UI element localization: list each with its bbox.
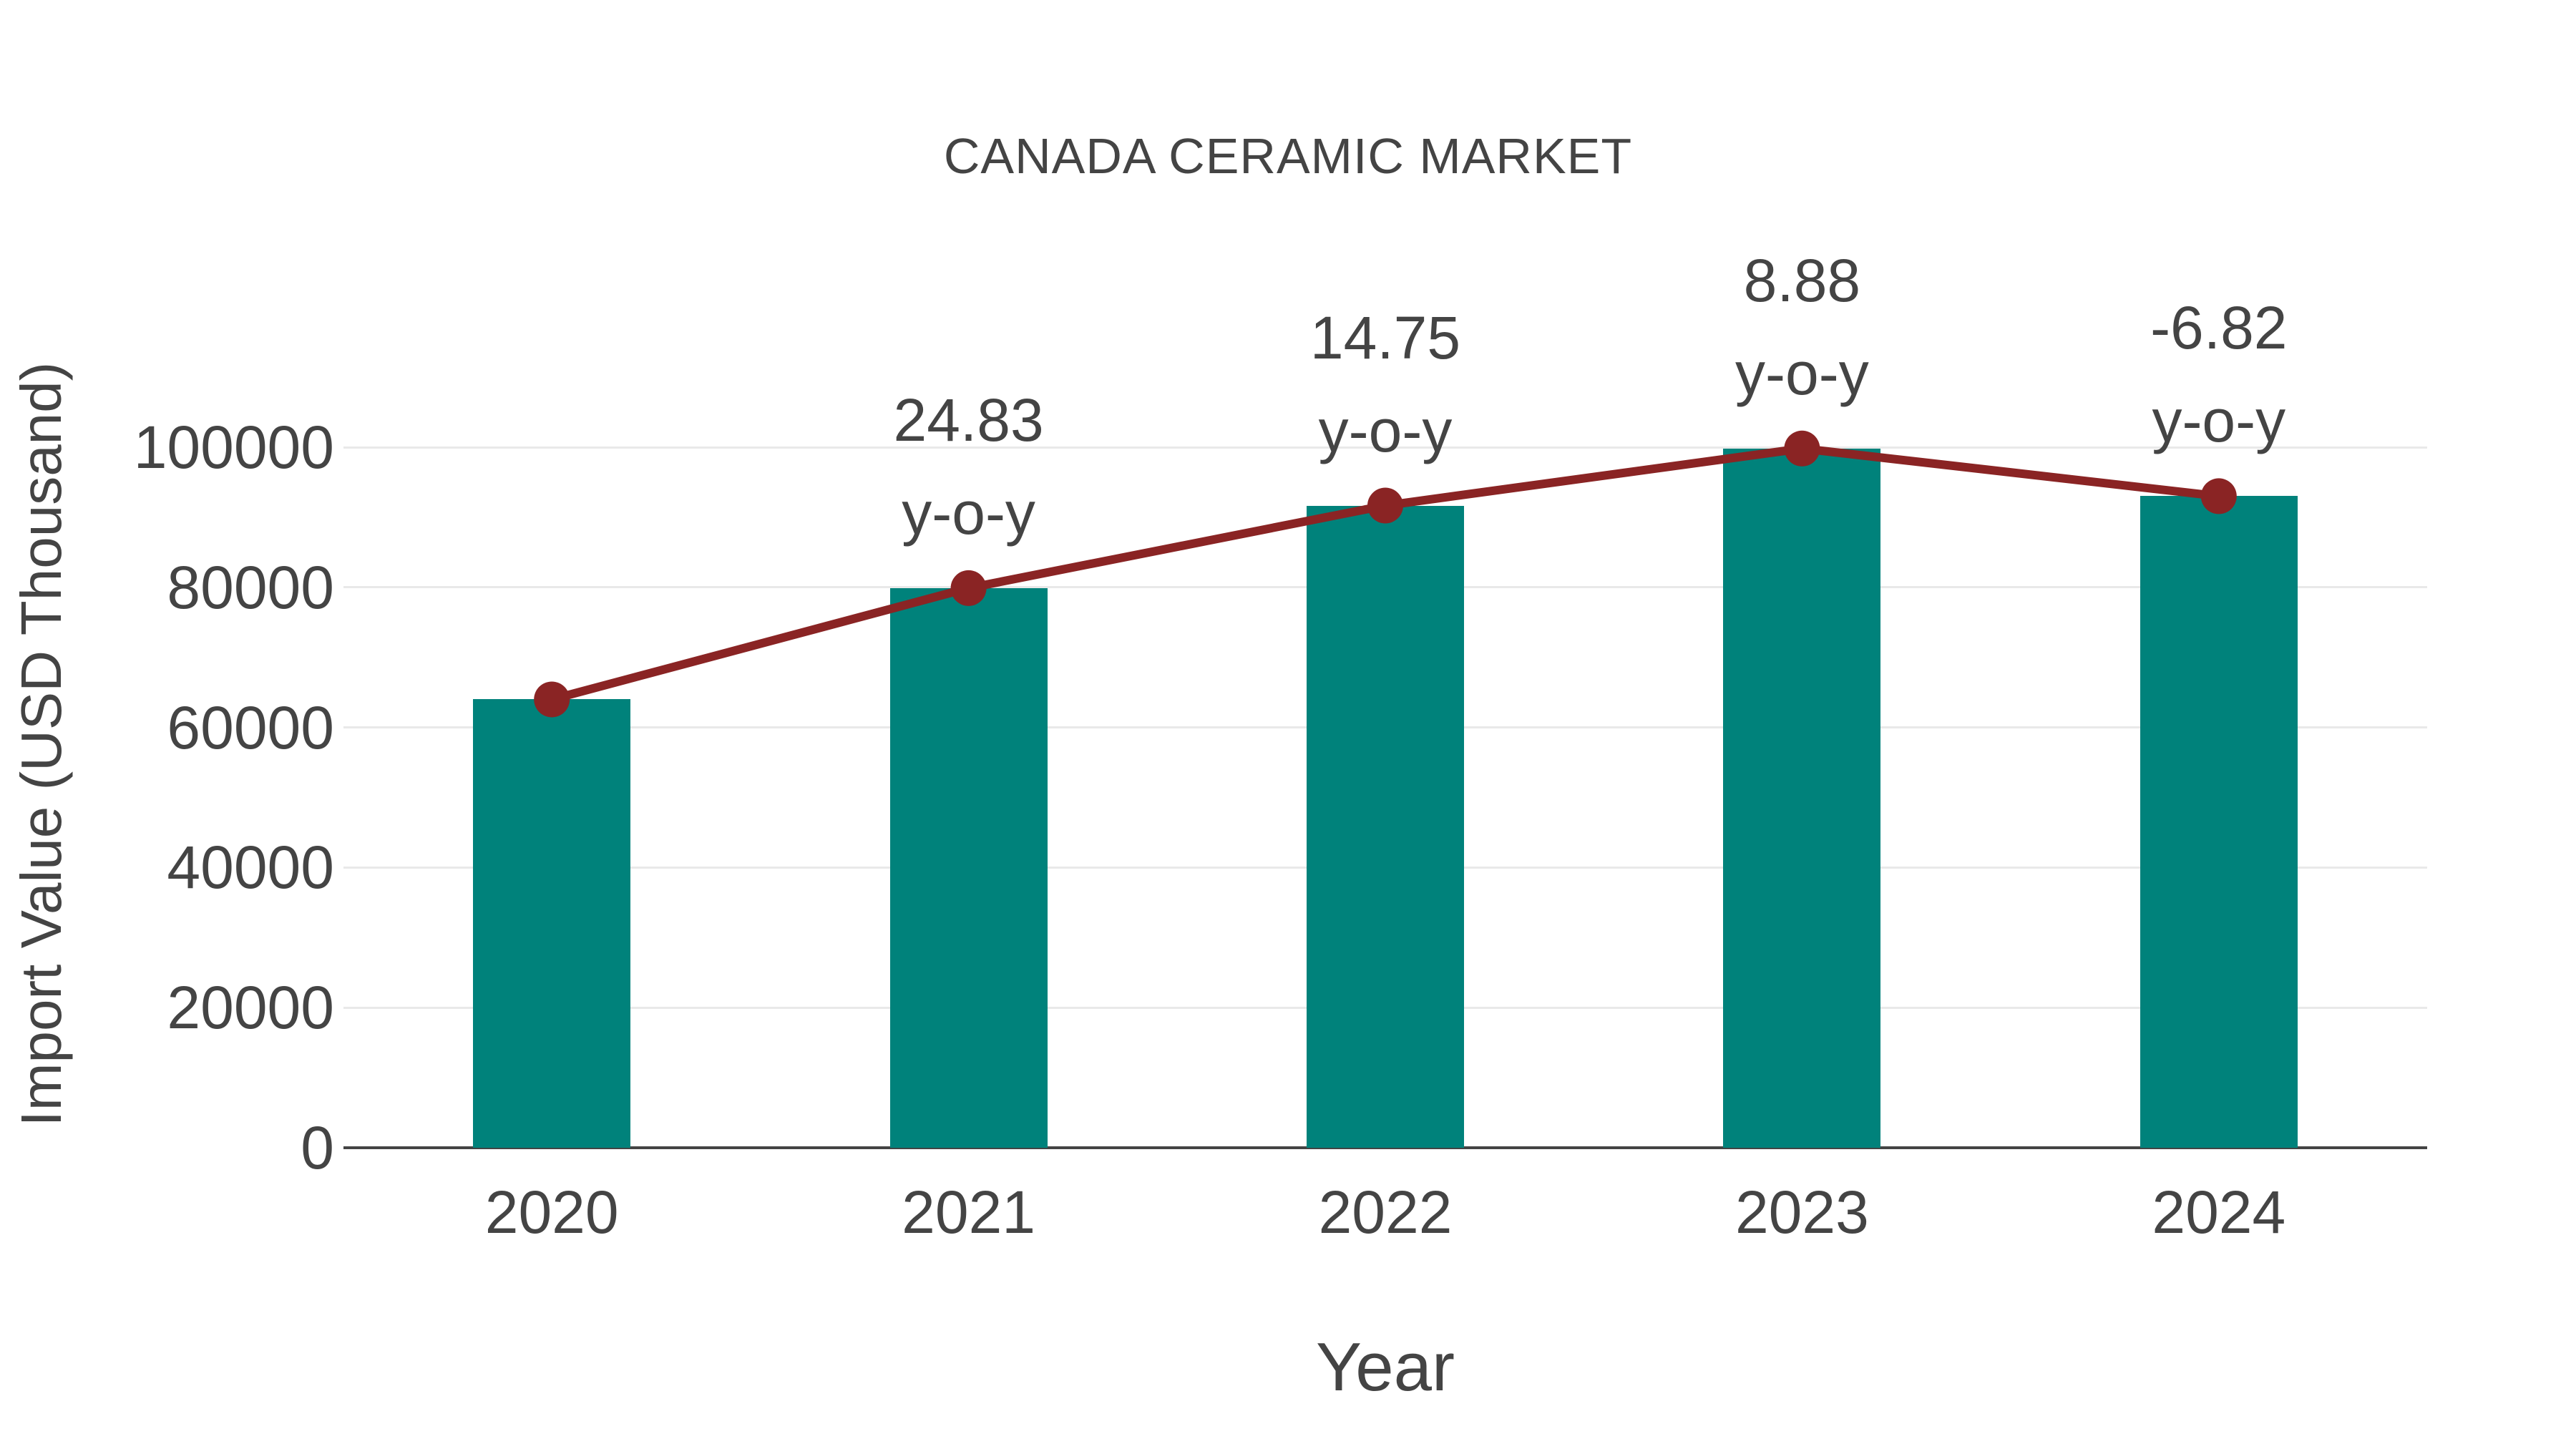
annotation-value: 8.88 [1743,246,1861,314]
annotation-suffix: y-o-y [902,479,1035,547]
annotation-value: -6.82 [2150,294,2288,362]
bar-2024 [2140,496,2298,1148]
bar-2022 [1307,505,1464,1148]
annotation-suffix: y-o-y [2152,387,2286,455]
bar-2023 [1723,448,1881,1148]
annotation-suffix: y-o-y [1735,339,1869,407]
bar-2021 [889,587,1048,1148]
annotation-suffix: y-o-y [1318,396,1453,464]
y-tick-label-0: 0 [301,1114,334,1181]
annotation-2021: 24.83 y-o-y [740,374,1198,560]
annotation-2023: 8.88 y-o-y [1573,234,2031,420]
y-tick-label-20000: 20000 [167,974,334,1042]
annotation-value: 24.83 [893,386,1044,454]
y-tick-label-80000: 80000 [167,553,334,621]
y-tick-label-40000: 40000 [167,834,334,902]
x-tick-label-2023: 2023 [1735,1179,1869,1246]
annotation-value: 14.75 [1309,303,1461,371]
x-axis-line [343,1146,2427,1149]
x-tick-label-2020: 2020 [484,1179,619,1246]
bar-2020 [473,699,631,1148]
chart-title: CANADA CERAMIC MARKET [943,128,1633,184]
annotation-2022: 14.75 y-o-y [1156,291,1614,477]
x-tick-label-2021: 2021 [902,1179,1036,1246]
y-tick-label-100000: 100000 [133,414,334,481]
x-axis-title: Year [1316,1329,1455,1405]
x-tick-label-2024: 2024 [2152,1179,2286,1246]
y-tick-label-60000: 60000 [167,693,334,761]
x-tick-label-2022: 2022 [1318,1179,1453,1246]
annotation-2024: -6.82 y-o-y [1990,281,2448,467]
